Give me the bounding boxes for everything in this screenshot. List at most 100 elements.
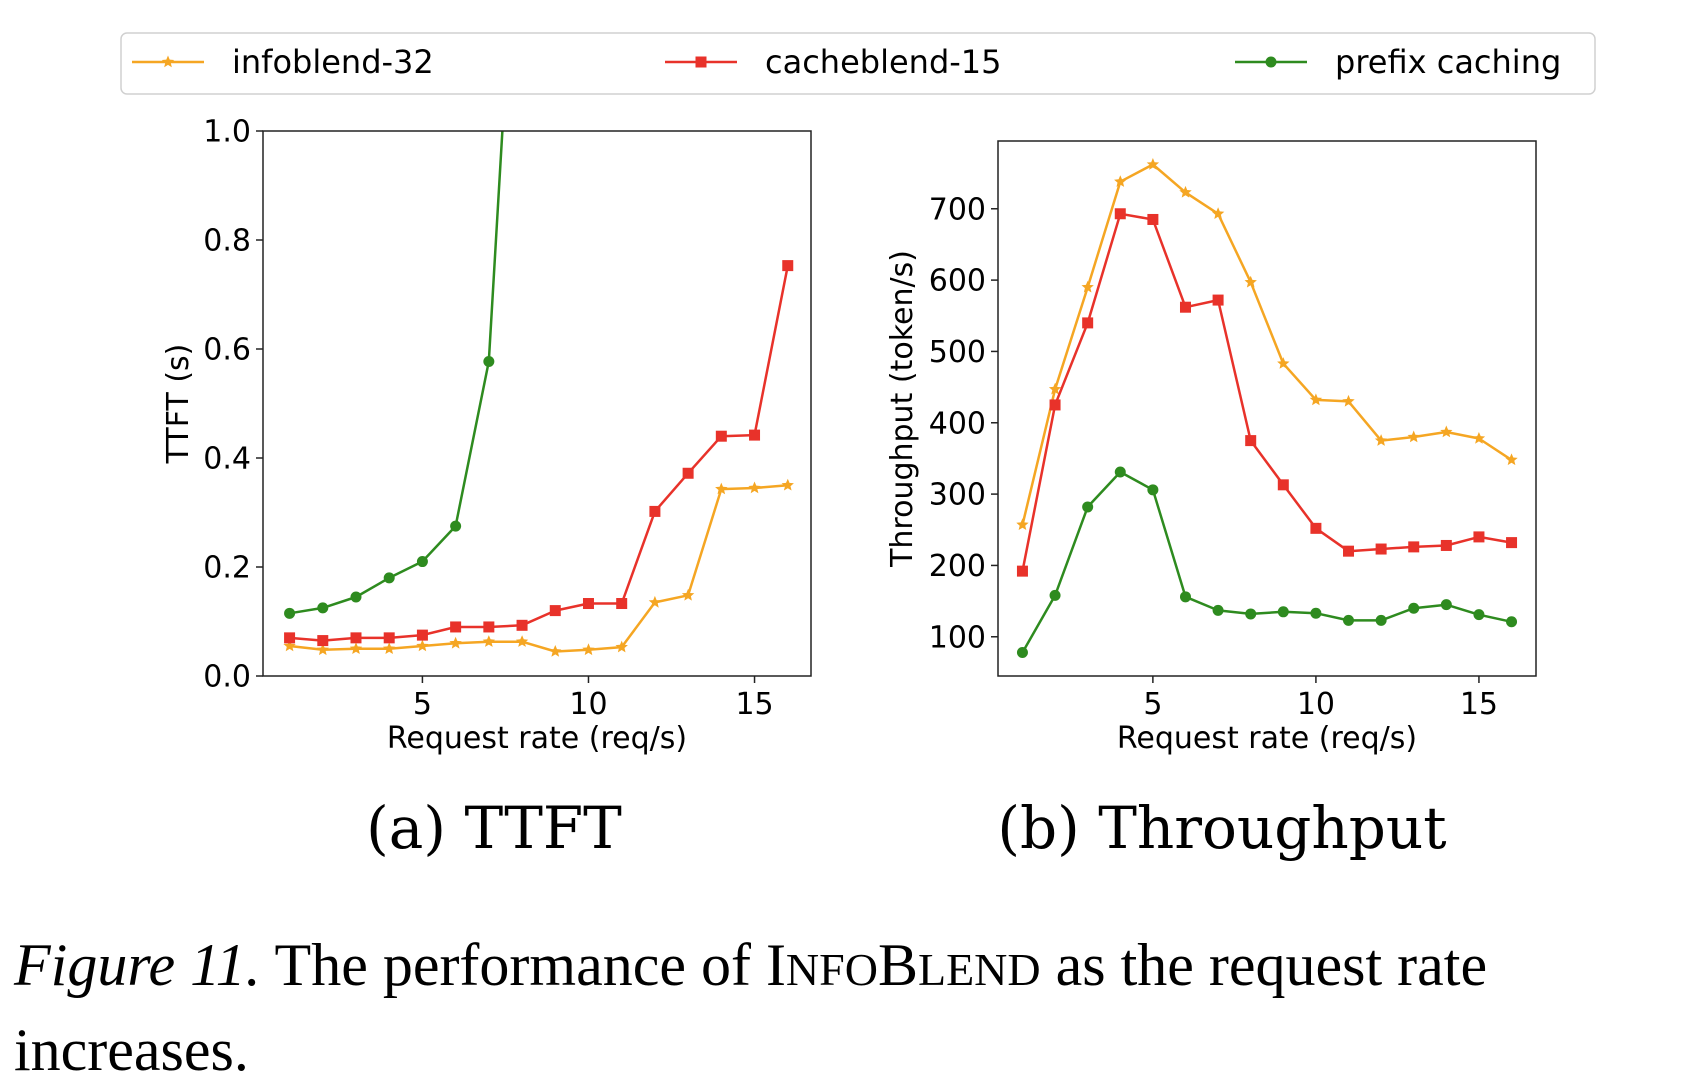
data-point-cacheblend-15 [350, 632, 362, 644]
series-line-infoblend-32 [1021, 163, 1513, 526]
data-point-infoblend-32 [549, 645, 562, 657]
legend-label: cacheblend-15 [765, 43, 1002, 81]
data-point-prefix-caching [350, 591, 362, 603]
series-line-prefix-caching [1021, 470, 1512, 654]
data-point-prefix-caching [1179, 591, 1191, 603]
data-point-prefix-caching [416, 556, 428, 568]
data-point-cacheblend-15 [1147, 213, 1159, 225]
data-point-infoblend-32 [1081, 280, 1094, 293]
data-point-cacheblend-15 [1049, 399, 1061, 411]
data-point-cacheblend-15 [715, 430, 727, 442]
ytick-label: 500 [929, 335, 986, 370]
data-point-infoblend-32 [681, 588, 695, 601]
data-point-infoblend-32 [748, 481, 761, 494]
xtick-label: 15 [1460, 687, 1498, 722]
data-point-infoblend-32 [1440, 425, 1453, 438]
data-point-cacheblend-15 [416, 629, 428, 641]
data-point-cacheblend-15 [1473, 531, 1485, 543]
data-point-cacheblend-15 [1245, 435, 1257, 447]
series-line-prefix-caching [289, 131, 504, 615]
data-point-prefix-caching [1343, 614, 1355, 626]
data-point-prefix-caching [1375, 614, 1387, 626]
legend-label: prefix caching [1335, 43, 1561, 81]
data-point-prefix-caching [1212, 604, 1224, 616]
data-point-cacheblend-15 [1506, 537, 1518, 549]
data-point-infoblend-32 [1472, 432, 1486, 444]
data-point-prefix-caching [317, 602, 329, 614]
series-prefix-caching [284, 131, 504, 619]
series-prefix-caching [1016, 466, 1518, 658]
data-point-cacheblend-15 [1277, 479, 1289, 491]
series-cacheblend-15 [1016, 208, 1518, 577]
ytick-label: 0.8 [203, 224, 251, 259]
data-point-prefix-caching [1408, 602, 1420, 614]
data-point-prefix-caching [284, 607, 296, 619]
data-point-cacheblend-15 [1310, 522, 1322, 534]
legend-label: infoblend-32 [232, 43, 434, 81]
data-point-cacheblend-15 [516, 619, 528, 631]
data-point-infoblend-32 [383, 642, 396, 654]
data-point-cacheblend-15 [749, 429, 761, 441]
data-point-prefix-caching [1506, 616, 1518, 628]
data-point-prefix-caching [1473, 609, 1485, 621]
ytick-label: 0.2 [203, 551, 251, 586]
data-point-infoblend-32 [482, 635, 495, 647]
data-point-infoblend-32 [1374, 434, 1388, 446]
series-infoblend-32 [283, 478, 794, 657]
series-line-cacheblend-15 [1021, 212, 1512, 572]
data-point-infoblend-32 [349, 642, 363, 654]
ytick-label: 0.6 [203, 333, 251, 368]
legend-entry-cacheblend-15: cacheblend-15 [665, 43, 1002, 81]
xlabel-a: Request rate (req/s) [387, 721, 687, 756]
ylabel-a: TTFT (s) [161, 344, 196, 465]
data-point-prefix-caching [1245, 608, 1257, 620]
data-point-cacheblend-15 [1375, 543, 1387, 555]
xtick-label: 10 [569, 687, 607, 722]
data-point-cacheblend-15 [682, 467, 694, 479]
data-point-prefix-caching [1277, 606, 1289, 618]
panel-a-ttft: 5 10 15 0.0 0.2 0.4 0.6 0.8 1.0 Request rate (re… [161, 115, 812, 862]
legend-frame [120, 32, 1596, 95]
axes-frame-a [262, 130, 812, 677]
legend-swatch-marker [695, 56, 707, 68]
data-point-cacheblend-15 [383, 632, 395, 644]
data-point-cacheblend-15 [616, 598, 628, 610]
ytick-label: 700 [929, 192, 986, 227]
legend-swatch-marker [161, 55, 175, 68]
series-infoblend-32 [1016, 158, 1518, 530]
xtick-label: 5 [1143, 687, 1162, 722]
data-point-infoblend-32 [1211, 207, 1225, 219]
panel-label-b: (b) Throughput [997, 794, 1446, 862]
data-point-cacheblend-15 [450, 621, 462, 633]
data-point-prefix-caching [450, 520, 462, 532]
data-point-cacheblend-15 [1440, 539, 1452, 551]
data-point-cacheblend-15 [1343, 545, 1355, 557]
data-point-prefix-caching [1147, 484, 1159, 496]
data-point-prefix-caching [1082, 501, 1094, 513]
data-point-cacheblend-15 [1114, 208, 1126, 220]
xtick-label: 10 [1297, 687, 1335, 722]
data-point-cacheblend-15 [1212, 294, 1224, 306]
panel-b-throughput: 5 10 15 100 200 300 400 500 600 700 Request rate … [885, 140, 1537, 862]
data-point-infoblend-32 [715, 482, 728, 495]
data-point-infoblend-32 [283, 639, 296, 652]
ytick-label: 600 [929, 264, 986, 299]
axes-frame-b [997, 140, 1537, 677]
data-point-prefix-caching [383, 572, 395, 584]
series-cacheblend-15 [284, 260, 794, 647]
data-point-prefix-caching [1310, 607, 1322, 619]
data-point-infoblend-32 [648, 595, 662, 608]
data-point-cacheblend-15 [1082, 317, 1094, 329]
data-point-cacheblend-15 [483, 621, 495, 633]
ytick-label: 1.0 [203, 115, 251, 150]
data-point-cacheblend-15 [317, 635, 329, 647]
data-point-infoblend-32 [1342, 394, 1355, 407]
data-point-infoblend-32 [1407, 430, 1420, 443]
caption-label: Figure 11. [14, 932, 261, 998]
legend: infoblend-32 cacheblend-15 prefix caching [120, 32, 1596, 95]
data-point-cacheblend-15 [1179, 301, 1191, 313]
data-point-cacheblend-15 [582, 598, 594, 610]
series-line-infoblend-32 [289, 484, 788, 653]
ytick-label: 0.4 [203, 442, 251, 477]
